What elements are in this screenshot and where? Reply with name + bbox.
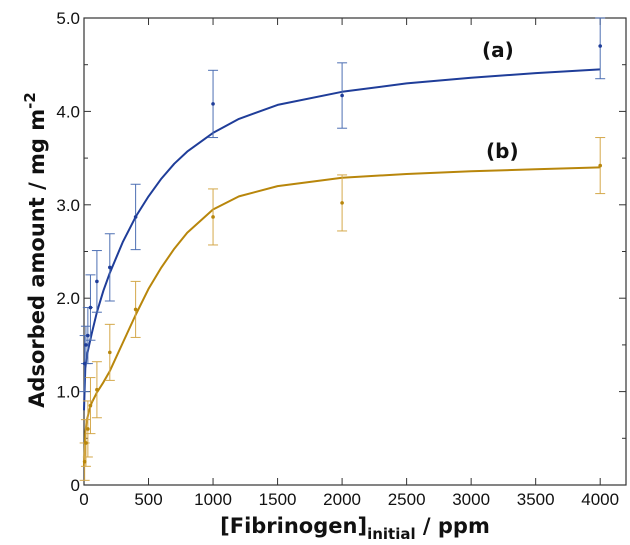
y-tick-label: 2.0 (56, 289, 80, 308)
data-point-series-1 (211, 102, 215, 106)
y-tick-label: 1.0 (56, 383, 80, 402)
data-point-series-1 (598, 44, 602, 48)
x-axis-title: [Fibrinogen]initial / ppm (220, 514, 490, 543)
data-point-series-2 (84, 441, 88, 445)
y-tick-label: 5.0 (56, 9, 80, 28)
data-point-series-1 (133, 215, 138, 219)
x-tick-label: 1500 (259, 490, 297, 509)
series-label-2: (b) (486, 139, 519, 163)
y-axis-ticks: 0 1.0 2.0 3.0 4.0 5.0 (56, 9, 626, 495)
data-point-series-2 (88, 403, 93, 408)
x-tick-label: 3000 (452, 490, 490, 509)
x-tick-label: 4000 (581, 490, 619, 509)
x-tick-label: 1000 (194, 490, 232, 509)
data-point-series-2 (211, 215, 215, 219)
data-point-series-2 (82, 459, 87, 464)
data-point-series-1 (84, 343, 88, 347)
x-axis-ticks: 0 500 1000 1500 2000 2500 3000 3500 4000 (79, 18, 619, 509)
data-point-series-2 (598, 163, 602, 168)
series-annotations: (a) (b) (482, 38, 519, 163)
data-point-series-1 (86, 333, 90, 338)
fit-curves (83, 68, 601, 467)
data-point-series-1 (82, 361, 87, 366)
x-tick-label: 2000 (323, 490, 361, 509)
data-point-series-1 (340, 93, 344, 98)
data-point-series-2 (108, 350, 112, 355)
data-point-series-1 (95, 279, 99, 284)
x-tick-label: 2500 (388, 490, 426, 509)
data-point-series-2 (86, 427, 90, 431)
data-point-series-1 (88, 305, 93, 310)
y-tick-label: 3.0 (56, 196, 80, 215)
y-tick-label: 0 (71, 476, 80, 495)
data-point-series-2 (340, 201, 344, 205)
data-point-series-1 (108, 265, 112, 270)
x-tick-label: 0 (79, 490, 88, 509)
x-tick-label: 500 (134, 490, 162, 509)
plot-frame (83, 17, 627, 486)
y-axis-title: Adsorbed amount / mg m-2 (21, 92, 49, 408)
error-bars (79, 17, 606, 481)
data-points (82, 44, 602, 464)
series-label-1: (a) (482, 38, 514, 62)
data-point-series-2 (133, 307, 138, 312)
x-tick-label: 3500 (517, 490, 555, 509)
y-tick-label: 4.0 (56, 102, 80, 121)
data-point-series-2 (95, 387, 99, 392)
